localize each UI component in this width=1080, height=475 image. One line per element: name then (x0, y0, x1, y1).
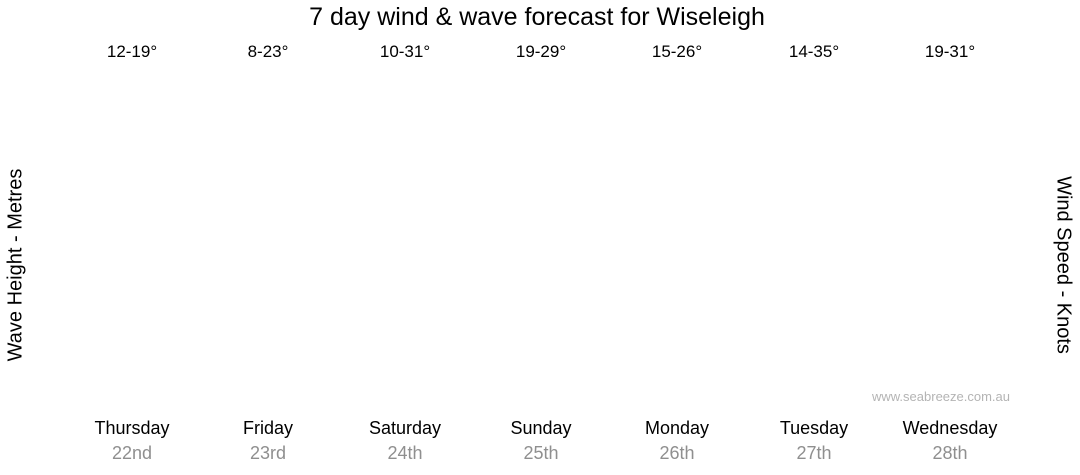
x-label-friday: Friday (242, 418, 293, 438)
x-date-27th: 27th (796, 443, 832, 463)
day-column-friday: 8-23° (198, 42, 338, 111)
x-label-thursday: Thursday (94, 418, 170, 438)
x-date-25th: 25th (523, 443, 559, 463)
x-label-sunday: Sunday (510, 418, 572, 438)
day-column-tuesday: 14-35° (744, 42, 884, 111)
x-label-saturday: Saturday (368, 418, 442, 438)
day-column-thursday: 12-19° (62, 42, 202, 111)
day-column-monday: 15-26° (607, 42, 747, 111)
watermark: www.seabreeze.com.au (871, 389, 1010, 404)
x-label-tuesday: Tuesday (779, 418, 849, 438)
x-label-wednesday: Wednesday (902, 418, 998, 438)
temp-range: 19-31° (924, 42, 976, 61)
day-column-saturday: 10-31° (335, 42, 475, 111)
x-date-24th: 24th (387, 443, 423, 463)
temp-range: 19-29° (515, 42, 567, 61)
x-date-22nd: 22nd (111, 443, 153, 463)
day-column-wednesday: 19-31° (880, 42, 1020, 111)
temp-range: 10-31° (379, 42, 431, 61)
temp-range: 12-19° (106, 42, 158, 61)
temp-range: 14-35° (788, 42, 840, 61)
x-label-monday: Monday (644, 418, 710, 438)
temp-range: 8-23° (247, 42, 289, 61)
day-column-sunday: 19-29° (471, 42, 611, 111)
x-date-23rd: 23rd (249, 443, 287, 463)
x-date-28th: 28th (932, 443, 968, 463)
page-title: 7 day wind & wave forecast for Wiseleigh (309, 3, 765, 31)
x-date-26th: 26th (659, 443, 695, 463)
temp-range: 15-26° (651, 42, 703, 61)
